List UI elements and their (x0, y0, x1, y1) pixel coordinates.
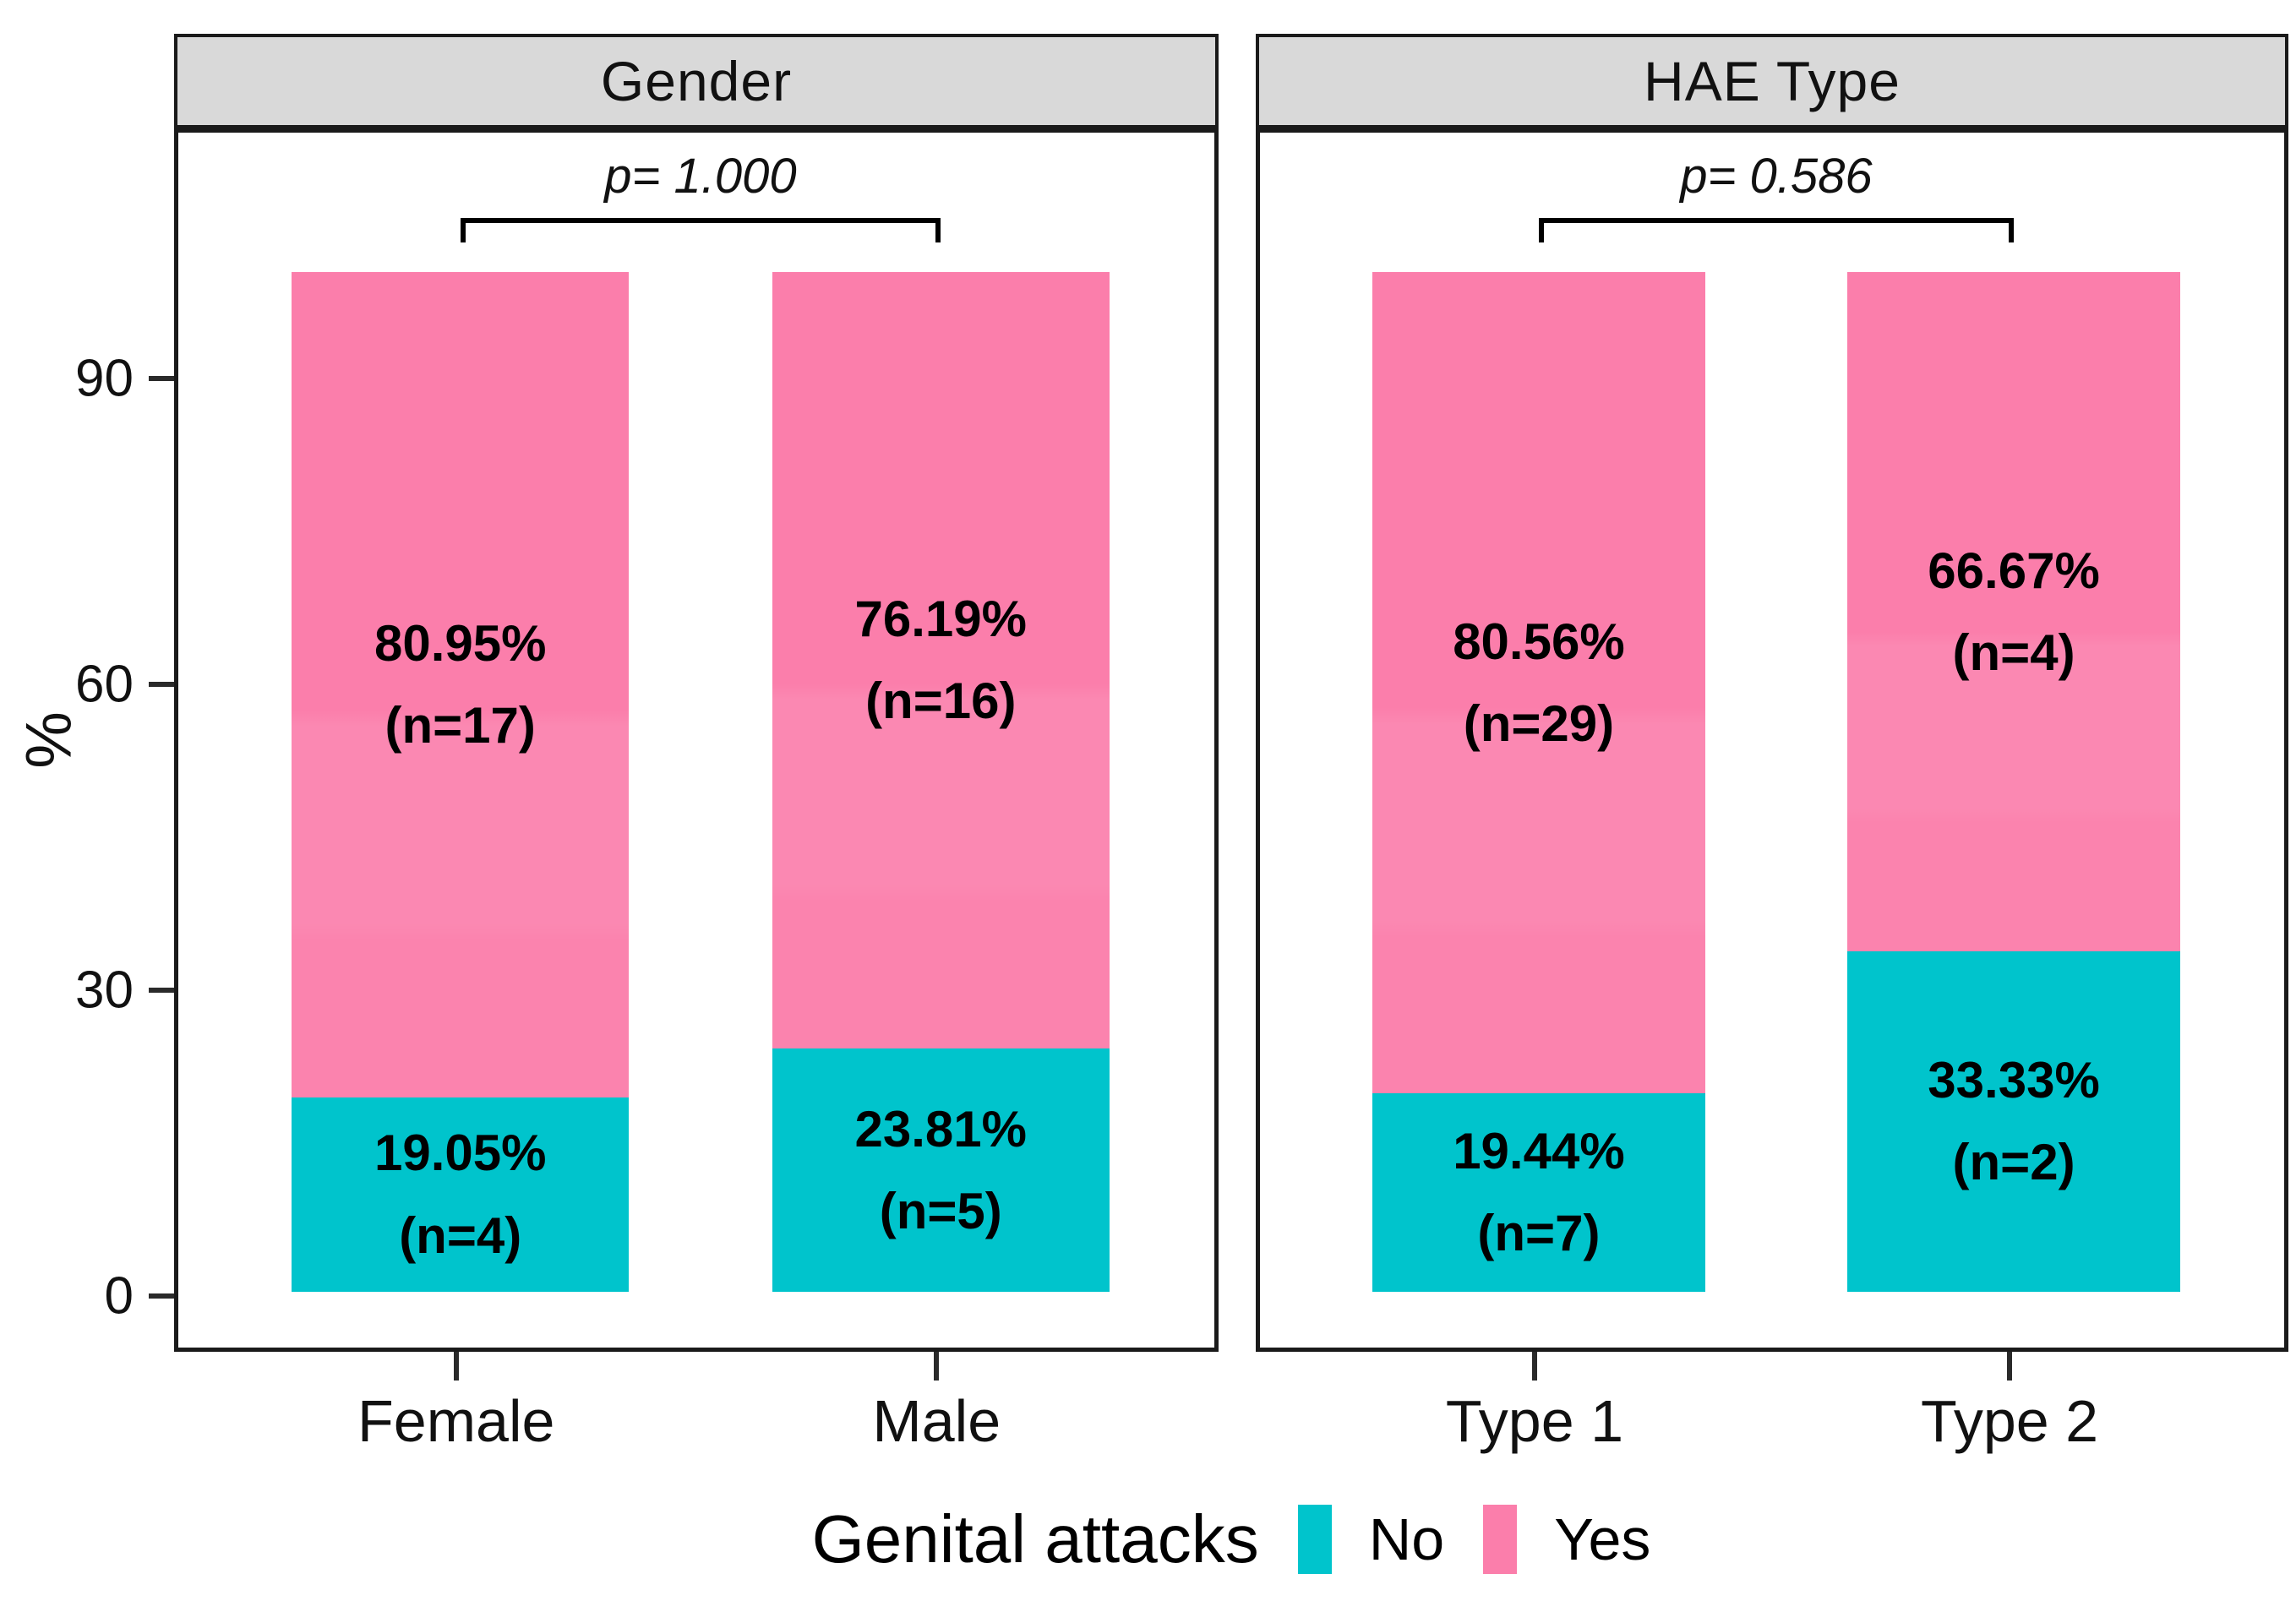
bar-segment-label-pct: 80.95% (374, 615, 547, 673)
bar-segment-label-n: (n=17) (384, 697, 536, 754)
bar-segment-label-n: (n=16) (865, 673, 1017, 730)
bar-segment-label-pct: 66.67% (1928, 542, 2100, 600)
legend-item-label: No (1368, 1506, 1445, 1572)
y-axis-tick (149, 681, 174, 687)
bar-segment-label: 19.44% (n=7) (1453, 1110, 1625, 1274)
bar-segment-label: 80.56% (n=29) (1453, 601, 1625, 765)
panel-plot: 19.05% (n=4) 80.95% (n=17) 23.81% (n=5) 76.19%… (174, 128, 1219, 1352)
bar-segment-label: 66.67% (n=4) (1928, 530, 2100, 694)
bar-segment-yes (772, 271, 1110, 1049)
y-axis-tick-label: 30 (75, 961, 134, 1020)
legend: Genital attacks No Yes (174, 1497, 2288, 1582)
legend-title: Genital attacks (811, 1501, 1259, 1577)
bar-segment-no (292, 1097, 630, 1292)
x-axis-tick (934, 1352, 940, 1381)
bar-segment-no (1372, 1093, 1706, 1292)
bar-segment-label-pct: 80.56% (1453, 613, 1625, 670)
x-axis-tick (1531, 1352, 1537, 1381)
p-value-label: p= 0.586 (1680, 149, 1873, 204)
panel-strip-title: HAE Type (1644, 50, 1901, 112)
bar-segment-label-n: (n=5) (879, 1182, 1002, 1239)
bar-segment-label-n: (n=4) (1952, 624, 2075, 682)
x-axis-label: Type 1 (1445, 1388, 1624, 1454)
bar-segment-no (772, 1048, 1110, 1292)
p-value-label: p= 1.000 (604, 149, 797, 204)
bar-segment-label: 33.33% (n=2) (1928, 1039, 2100, 1203)
bar-segment-label: 19.05% (n=4) (374, 1113, 547, 1277)
bar-segment-yes (292, 271, 630, 1097)
bar-segment-label-pct: 19.44% (1453, 1123, 1625, 1180)
x-axis-tick (453, 1352, 459, 1381)
bar-segment-label-pct: 23.81% (854, 1100, 1028, 1157)
legend-items: No Yes (1297, 1505, 1650, 1574)
y-axis-title: % (13, 711, 85, 769)
y-axis-tick (149, 1293, 174, 1299)
bar-segment-yes (1846, 271, 2181, 952)
x-axis-tick (2007, 1352, 2013, 1381)
bar-segment-label: 76.19% (n=16) (855, 578, 1028, 742)
bar-segment-no (1846, 951, 2181, 1292)
p-value-bracket (1538, 218, 2015, 242)
bar-segment-label: 80.95% (n=17) (374, 602, 547, 766)
panel-strip: HAE Type (1256, 34, 2288, 128)
panel-strip-title: Gender (600, 50, 793, 112)
bar-segment-label-n: (n=29) (1463, 695, 1615, 753)
panel-strip: Gender (174, 34, 1219, 128)
bar-segment-label-pct: 33.33% (1928, 1052, 2100, 1109)
x-axis-label: Female (357, 1388, 555, 1454)
y-axis-tick-label: 60 (75, 655, 134, 714)
legend-swatch-yes (1483, 1505, 1518, 1574)
bar-segment-label: 23.81% (n=5) (855, 1088, 1028, 1252)
bar-segment-label-pct: 76.19% (854, 591, 1028, 648)
legend-item: Yes (1483, 1505, 1650, 1574)
legend-swatch-no (1297, 1505, 1332, 1574)
panel-plot: 19.44% (n=7) 80.56% (n=29) 33.33% (n=2) 66.67%… (1256, 128, 2288, 1352)
bar-segment-label-n: (n=7) (1477, 1205, 1601, 1262)
bar-segment-label-n: (n=2) (1952, 1134, 2075, 1191)
bar-segment-label-pct: 19.05% (374, 1125, 547, 1182)
x-axis-label: Type 2 (1920, 1388, 2099, 1454)
p-value-bracket (460, 218, 941, 242)
y-axis-tick-label: 90 (75, 349, 134, 408)
bar-segment-yes (1372, 271, 1706, 1094)
y-axis-tick (149, 375, 174, 381)
x-axis-label: Male (872, 1388, 1001, 1454)
legend-item: No (1297, 1505, 1445, 1574)
bar-segment-label-n: (n=4) (399, 1206, 522, 1264)
legend-item-label: Yes (1554, 1506, 1651, 1572)
y-axis-tick-label: 0 (104, 1266, 134, 1326)
y-axis-tick (149, 987, 174, 993)
